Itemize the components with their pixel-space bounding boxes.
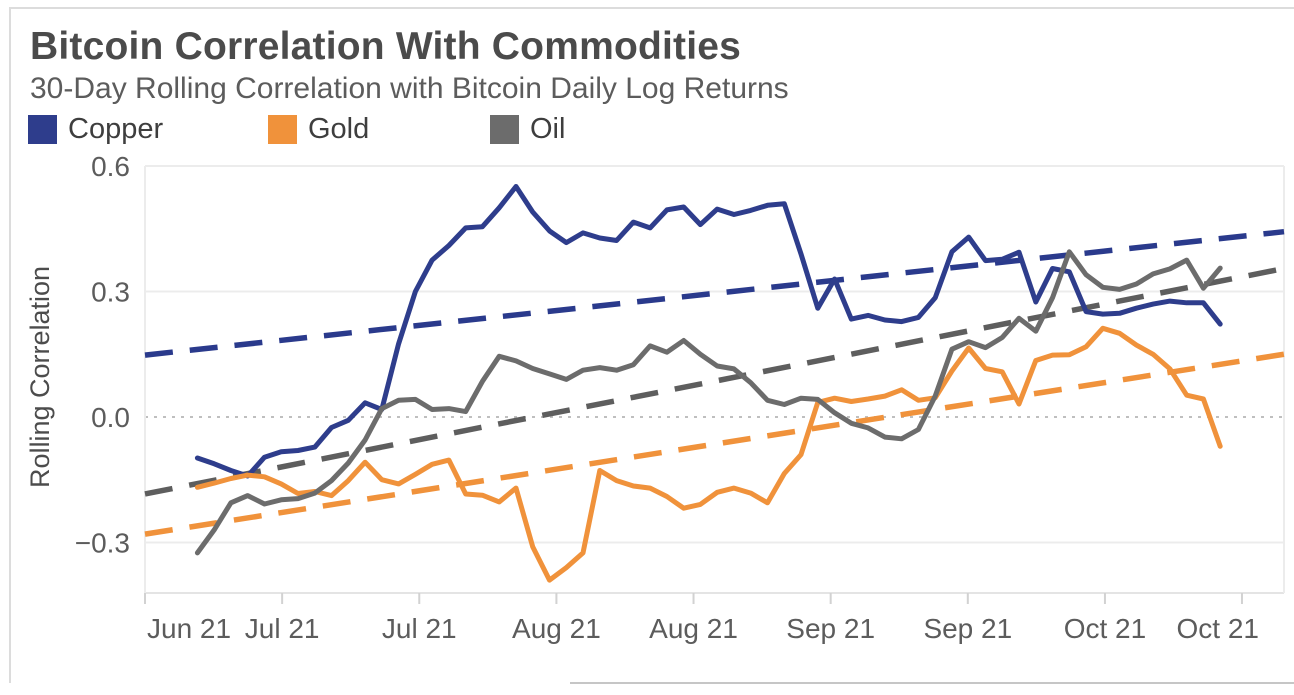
x-tick-label: Jul 21 [382, 613, 457, 644]
x-tick-label: Jul 21 [245, 613, 320, 644]
chart-title: Bitcoin Correlation With Commodities [30, 25, 742, 68]
card-border-left [9, 7, 11, 683]
series-line-copper [194, 184, 1223, 479]
series-line-oil [194, 249, 1223, 556]
x-tick-label: Oct 21 [1176, 613, 1258, 644]
card-border-top [9, 7, 1294, 9]
x-tick-label: Sep 21 [786, 613, 875, 644]
y-tick-label: 0.0 [91, 402, 130, 433]
x-tick-label: Aug 21 [649, 613, 738, 644]
legend-item-oil[interactable]: Oil [490, 115, 565, 144]
legend-label: Oil [530, 113, 566, 145]
y-tick-label: 0.3 [91, 277, 130, 308]
legend-item-copper[interactable]: Copper [28, 115, 163, 144]
x-tick-label: Sep 21 [923, 613, 1012, 644]
y-axis-title: Rolling Correlation [25, 266, 55, 488]
y-tick-label: 0.6 [91, 151, 130, 182]
legend-label: Copper [68, 113, 164, 145]
x-tick-label: Aug 21 [512, 613, 601, 644]
legend-item-gold[interactable]: Gold [268, 115, 369, 144]
copper-swatch-icon [28, 115, 57, 144]
trend-line-copper [144, 228, 1285, 358]
gold-swatch-icon [268, 115, 297, 144]
bottom-divider [570, 682, 1294, 684]
series-line-gold [194, 325, 1223, 583]
trend-line-oil [144, 265, 1285, 497]
y-tick-label: −0.3 [75, 527, 130, 558]
legend: Copper Gold Oil [0, 115, 1294, 145]
trend-line-gold [144, 351, 1285, 537]
chart-subtitle: 30-Day Rolling Correlation with Bitcoin … [30, 72, 789, 105]
oil-swatch-icon [490, 115, 519, 144]
x-tick-label: Jun 21 [147, 613, 231, 644]
x-tick-label: Oct 21 [1064, 613, 1146, 644]
legend-label: Gold [308, 113, 370, 145]
